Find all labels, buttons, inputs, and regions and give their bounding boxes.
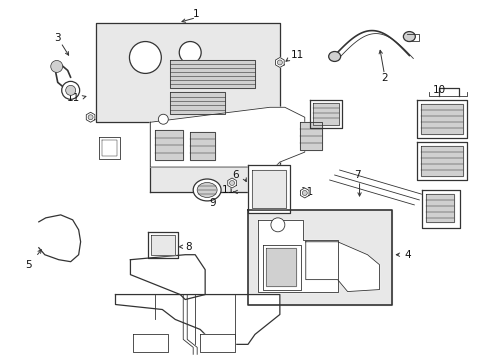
Circle shape (65, 85, 76, 95)
Ellipse shape (197, 183, 217, 197)
Polygon shape (190, 132, 215, 160)
Text: 11: 11 (221, 185, 234, 195)
Polygon shape (102, 140, 117, 156)
Circle shape (179, 41, 201, 63)
Polygon shape (251, 170, 285, 208)
Polygon shape (39, 215, 81, 262)
Ellipse shape (403, 32, 414, 41)
Polygon shape (155, 130, 183, 160)
Polygon shape (99, 137, 120, 159)
Polygon shape (148, 232, 178, 258)
Polygon shape (422, 190, 459, 228)
Polygon shape (115, 294, 279, 345)
Polygon shape (416, 100, 466, 138)
Polygon shape (86, 112, 95, 122)
Polygon shape (247, 165, 289, 213)
Polygon shape (133, 334, 168, 352)
Text: 1: 1 (192, 9, 199, 19)
Polygon shape (247, 210, 392, 305)
Text: 11: 11 (301, 187, 314, 197)
Circle shape (88, 115, 93, 120)
Text: 6: 6 (232, 170, 239, 180)
Circle shape (61, 81, 80, 99)
Polygon shape (263, 245, 300, 289)
Polygon shape (416, 142, 466, 180)
Circle shape (302, 190, 306, 195)
Polygon shape (265, 248, 295, 285)
Polygon shape (421, 146, 462, 176)
Polygon shape (200, 334, 235, 352)
Polygon shape (426, 194, 453, 222)
Polygon shape (309, 100, 341, 128)
Polygon shape (170, 60, 254, 88)
Polygon shape (150, 107, 304, 167)
Text: 11: 11 (67, 93, 80, 103)
Text: 2: 2 (380, 73, 387, 84)
Polygon shape (300, 188, 308, 198)
Text: 4: 4 (403, 250, 410, 260)
Polygon shape (275, 58, 284, 67)
Text: 7: 7 (353, 170, 360, 180)
Text: 9: 9 (209, 198, 216, 208)
Polygon shape (151, 235, 175, 255)
Text: 8: 8 (184, 242, 191, 252)
Ellipse shape (193, 179, 221, 201)
Polygon shape (130, 255, 205, 300)
Circle shape (158, 114, 168, 124)
Circle shape (277, 60, 282, 65)
Circle shape (229, 180, 234, 185)
Text: 9: 9 (314, 133, 321, 143)
Ellipse shape (328, 51, 340, 62)
Circle shape (51, 60, 62, 72)
Circle shape (270, 218, 285, 232)
Polygon shape (170, 92, 224, 114)
Text: 5: 5 (25, 260, 32, 270)
Polygon shape (305, 242, 379, 292)
Polygon shape (421, 104, 462, 134)
Polygon shape (258, 220, 337, 292)
Polygon shape (312, 103, 338, 125)
Text: 11: 11 (290, 50, 304, 60)
Text: 10: 10 (432, 85, 445, 95)
Polygon shape (95, 23, 279, 192)
Polygon shape (227, 178, 236, 188)
Polygon shape (299, 122, 321, 150)
Circle shape (129, 41, 161, 73)
Text: 3: 3 (54, 32, 61, 42)
